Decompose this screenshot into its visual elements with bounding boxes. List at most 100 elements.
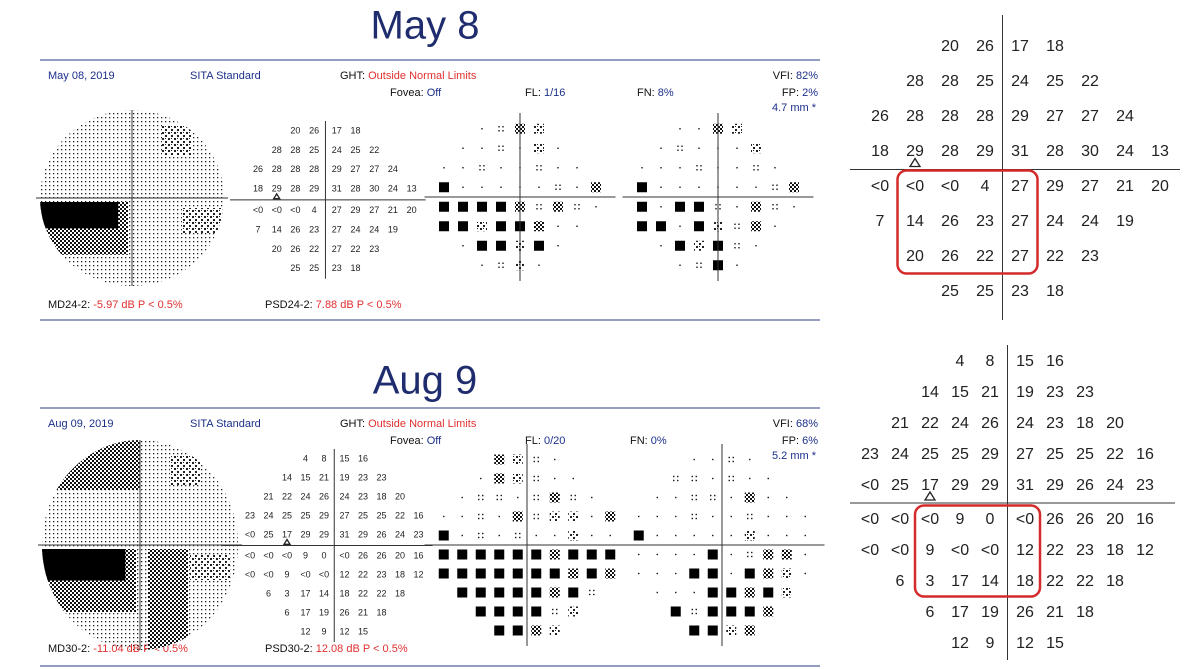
blind-spot-marker xyxy=(272,192,281,200)
symbol-dots xyxy=(776,188,778,190)
threshold-small: 23 xyxy=(369,244,379,254)
symbol-black xyxy=(726,606,737,617)
threshold-small: 18 xyxy=(350,263,360,273)
symbol-dots xyxy=(498,126,500,128)
symbol-dot xyxy=(767,515,769,518)
threshold-large: 24 xyxy=(1116,108,1134,125)
ght-value: Outside Normal Limits xyxy=(368,70,477,82)
symbol-black xyxy=(477,240,487,251)
symbol-dots xyxy=(753,165,755,167)
symbol-black xyxy=(694,201,704,212)
symbol-dense xyxy=(494,473,505,484)
threshold-small: 23 xyxy=(309,224,319,234)
symbol-dots xyxy=(502,266,504,268)
symbol-dots xyxy=(533,460,535,463)
symbol-black xyxy=(637,182,647,193)
false-positives-value: 2% xyxy=(802,87,818,99)
false-positives-label: FP: xyxy=(782,87,799,99)
threshold-small: 24 xyxy=(395,529,405,539)
symbol-dots xyxy=(478,532,480,535)
symbol-dot xyxy=(638,572,640,575)
symbol-dot xyxy=(804,553,806,556)
threshold-small: 18 xyxy=(395,588,405,598)
vfi-label: VFI: xyxy=(773,70,793,82)
threshold-large: 20 xyxy=(1106,511,1124,528)
symbol-dots xyxy=(734,227,736,229)
threshold-large: 9 xyxy=(956,511,965,528)
symbol-black xyxy=(475,606,486,617)
threshold-small: 19 xyxy=(319,607,329,617)
threshold-small: 27 xyxy=(332,244,342,254)
symbol-dots xyxy=(533,517,535,520)
symbol-light xyxy=(568,530,579,541)
symbol-dots xyxy=(700,169,702,171)
threshold-small: 26 xyxy=(253,164,263,174)
symbol-black xyxy=(475,568,486,579)
threshold-small: 26 xyxy=(290,224,300,234)
threshold-small: 25 xyxy=(263,529,273,539)
symbol-dense xyxy=(512,511,523,522)
symbol-dot xyxy=(749,458,751,461)
symbol-dots xyxy=(734,247,736,249)
threshold-small: <0 xyxy=(282,550,292,560)
threshold-small: 12 xyxy=(300,626,310,636)
threshold-large: 15 xyxy=(1046,635,1064,652)
threshold-small: 27 xyxy=(350,164,360,174)
symbol-dots xyxy=(732,479,734,482)
symbol-black xyxy=(675,240,685,251)
symbol-dots xyxy=(533,479,535,482)
threshold-large: 27 xyxy=(1011,213,1029,230)
symbol-dots xyxy=(479,165,481,167)
symbol-dots xyxy=(537,494,539,497)
symbol-dense xyxy=(549,549,560,560)
symbol-light xyxy=(477,221,487,232)
symbol-dot xyxy=(554,534,556,537)
symbol-dense xyxy=(605,511,616,522)
fixation-losses: FL: 1/16 xyxy=(525,87,565,99)
threshold-small: 17 xyxy=(282,529,292,539)
symbol-dot xyxy=(804,534,806,537)
symbol-dots xyxy=(677,145,679,147)
threshold-large: 12 xyxy=(1136,542,1154,559)
threshold-small: 29 xyxy=(272,184,282,194)
symbol-dot xyxy=(591,496,593,499)
symbol-dots xyxy=(533,475,535,478)
threshold-large: <0 xyxy=(1016,511,1034,528)
symbol-dots xyxy=(498,262,500,264)
symbol-dot xyxy=(736,206,738,208)
threshold-large: 23 xyxy=(861,446,879,463)
ght: GHT: Outside Normal Limits xyxy=(340,418,477,430)
threshold-small: 27 xyxy=(369,164,379,174)
threshold-large: 26 xyxy=(1046,511,1064,528)
fovea-label: Fovea: xyxy=(390,435,424,447)
symbol-dot xyxy=(693,591,695,594)
threshold-large: 24 xyxy=(1081,213,1099,230)
threshold-large: 23 xyxy=(1046,384,1064,401)
symbol-dots xyxy=(753,169,755,171)
symbol-light xyxy=(568,511,579,522)
mean-deviation-label: MD30-2: xyxy=(48,643,90,655)
threshold-large: 24 xyxy=(1106,477,1124,494)
threshold-small: 28 xyxy=(290,184,300,194)
symbol-dot xyxy=(675,591,677,594)
symbol-dot xyxy=(679,264,681,266)
threshold-small: 20 xyxy=(395,550,405,560)
symbol-black xyxy=(534,240,544,251)
fovea: Fovea: Off xyxy=(390,87,442,99)
symbol-black xyxy=(586,549,597,560)
symbol-dots xyxy=(673,475,675,478)
symbol-dense xyxy=(751,201,761,212)
symbol-dots xyxy=(776,208,778,210)
symbol-dots xyxy=(696,262,698,264)
symbol-dot xyxy=(736,167,738,169)
threshold-small: 15 xyxy=(300,472,310,482)
pattern-sd-label: PSD30-2: xyxy=(265,643,313,655)
symbol-dot xyxy=(755,186,757,188)
symbol-dots xyxy=(556,608,558,611)
symbol-dot xyxy=(656,553,658,556)
blind-spot-marker xyxy=(923,490,937,501)
symbol-dot xyxy=(498,515,500,518)
symbol-dense xyxy=(744,625,755,636)
symbol-dense xyxy=(789,182,799,193)
threshold-small: 0 xyxy=(321,550,326,560)
